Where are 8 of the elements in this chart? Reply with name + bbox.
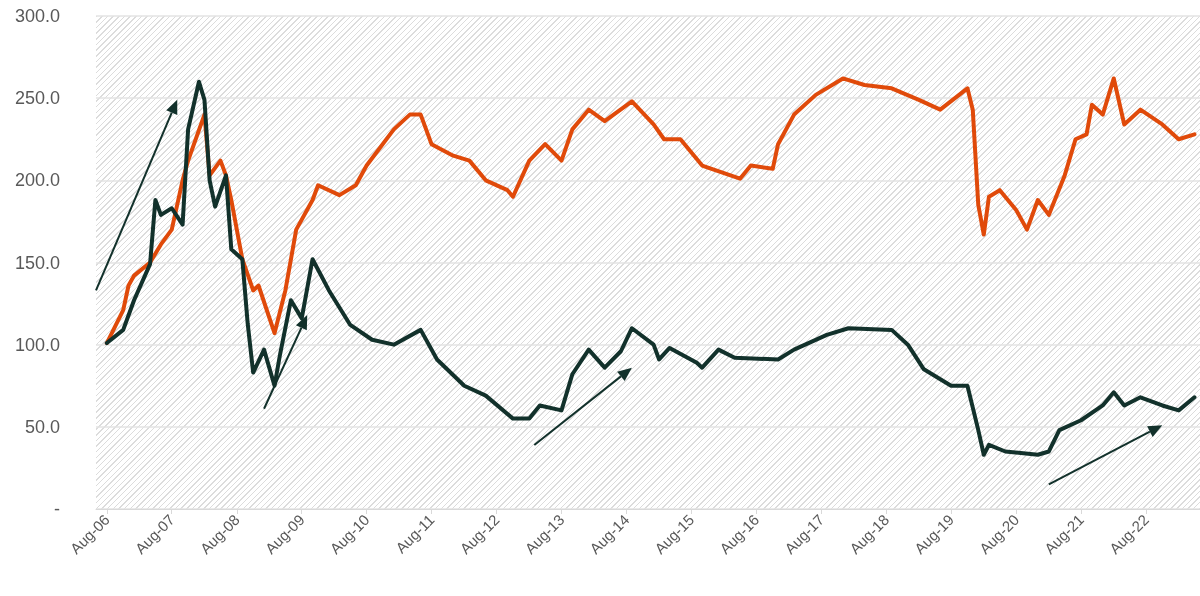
y-tick-label: 150.0 [14, 252, 60, 273]
line-series [104, 79, 1197, 457]
y-tick-label: - [54, 499, 60, 519]
y-tick-label: 300.0 [14, 6, 60, 26]
y-tick-label: 200.0 [14, 170, 60, 191]
y-tick-label: 50.0 [24, 416, 60, 437]
y-tick-label: 250.0 [14, 88, 60, 109]
y-tick-label: 100.0 [14, 334, 60, 355]
